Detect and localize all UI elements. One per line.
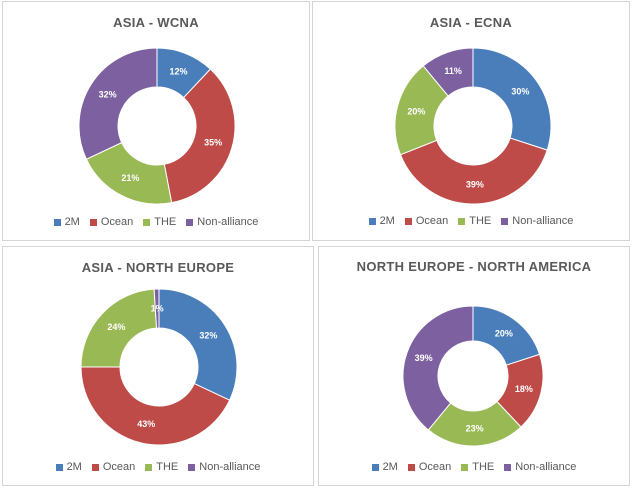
slice-label: 32% — [199, 331, 217, 341]
legend-label: Non-alliance — [199, 461, 261, 473]
slice-non-alliance — [78, 47, 158, 160]
chart-title: ASIA - WCNA — [113, 15, 199, 30]
chart-title: NORTH EUROPE - NORTH AMERICA — [356, 259, 592, 274]
legend-item: 2M — [55, 461, 82, 473]
slice-label: 12% — [170, 67, 188, 77]
legend-item: Ocean — [407, 461, 452, 473]
donut-chart: 30% 39% 20% 11% — [394, 47, 552, 205]
legend-item: THE — [145, 461, 178, 473]
chart-legend: 2M Ocean THE Non-alliance — [319, 461, 629, 473]
slice-label: 35% — [204, 137, 222, 147]
chart-legend: 2M Ocean THE Non-alliance — [3, 461, 313, 473]
legend-label: 2M — [66, 461, 82, 473]
slice-ocean — [80, 366, 231, 446]
legend-label: Ocean — [418, 461, 452, 473]
slice-label: 39% — [415, 353, 433, 363]
legend-swatch — [368, 217, 376, 225]
slice-label: 32% — [99, 90, 117, 100]
chart-legend: 2M Ocean THE Non-alliance — [313, 215, 629, 227]
chart-panel-asia-wcna: ASIA - WCNA 12% 35% 21% 32% 2M Ocean THE Non-a… — [2, 1, 310, 241]
donut-chart: 20% 18% 23% 39% — [402, 305, 544, 447]
legend-swatch — [89, 218, 97, 226]
legend-swatch — [407, 463, 415, 471]
legend-swatch — [53, 218, 61, 226]
legend-item: 2M — [371, 461, 398, 473]
legend-label: THE — [154, 216, 177, 228]
legend-swatch — [55, 463, 63, 471]
legend-swatch — [501, 217, 509, 225]
slice-label: 43% — [137, 419, 155, 429]
slice-label: 24% — [107, 322, 125, 332]
chart-legend: 2M Ocean THE Non-alliance — [3, 216, 309, 228]
slice-label: 20% — [495, 329, 513, 339]
chart-title: ASIA - ECNA — [429, 15, 513, 30]
chart-panel-north-europe-north-america: NORTH EUROPE - NORTH AMERICA 20% 18% 23% 39… — [318, 246, 630, 486]
legend-item: Ocean — [91, 461, 136, 473]
legend-swatch — [188, 463, 196, 471]
legend-item: THE — [143, 216, 176, 228]
legend-item: Non-alliance — [501, 215, 573, 227]
slice-label: 18% — [515, 384, 533, 394]
legend-item: Non-alliance — [188, 461, 260, 473]
slice-label: 1% — [151, 304, 164, 314]
legend-label: 2M — [64, 216, 80, 228]
legend-label: 2M — [379, 215, 395, 227]
slice-label: 23% — [466, 423, 484, 433]
legend-item: Non-alliance — [186, 216, 258, 228]
legend-item: 2M — [368, 215, 395, 227]
legend-label: THE — [469, 215, 492, 227]
chart-panel-asia-north-europe: ASIA - NORTH EUROPE 32% 43% 24% 1% 2M Ocean T… — [2, 246, 314, 486]
slice-non-alliance — [402, 305, 474, 431]
legend-item: 2M — [53, 216, 80, 228]
legend-label: Non-alliance — [197, 216, 259, 228]
legend-item: THE — [458, 215, 491, 227]
legend-swatch — [143, 218, 151, 226]
legend-item: Non-alliance — [504, 461, 576, 473]
legend-label: Ocean — [415, 215, 449, 227]
legend-swatch — [186, 218, 194, 226]
slice-label: 11% — [444, 66, 462, 76]
slice-label: 39% — [466, 179, 484, 189]
legend-label: THE — [156, 461, 179, 473]
donut-chart: 32% 43% 24% 1% — [80, 288, 238, 446]
donut-chart: 12% 35% 21% 32% — [78, 47, 236, 205]
legend-label: Ocean — [102, 461, 136, 473]
slice-2m — [472, 47, 552, 151]
slice-ocean — [163, 68, 236, 204]
chart-title: ASIA - NORTH EUROPE — [81, 260, 235, 275]
legend-swatch — [404, 217, 412, 225]
legend-swatch — [461, 463, 469, 471]
slice-label: 21% — [121, 173, 139, 183]
legend-swatch — [145, 463, 153, 471]
legend-swatch — [371, 463, 379, 471]
legend-swatch — [91, 463, 99, 471]
slice-label: 20% — [407, 106, 425, 116]
slice-label: 30% — [511, 87, 529, 97]
legend-swatch — [458, 217, 466, 225]
slice-non-alliance — [422, 47, 474, 97]
legend-swatch — [504, 463, 512, 471]
legend-label: THE — [472, 461, 495, 473]
legend-item: THE — [461, 461, 494, 473]
legend-label: Non-alliance — [512, 215, 574, 227]
slice-ocean — [399, 137, 548, 205]
slice-2m — [158, 288, 238, 401]
legend-item: Ocean — [89, 216, 134, 228]
chart-panel-asia-ecna: ASIA - ECNA 30% 39% 20% 11% 2M Ocean THE Non-a… — [312, 1, 630, 241]
legend-label: Non-alliance — [515, 461, 577, 473]
legend-item: Ocean — [404, 215, 449, 227]
slice-non-alliance — [153, 288, 160, 329]
legend-label: Ocean — [100, 216, 134, 228]
legend-label: 2M — [382, 461, 398, 473]
